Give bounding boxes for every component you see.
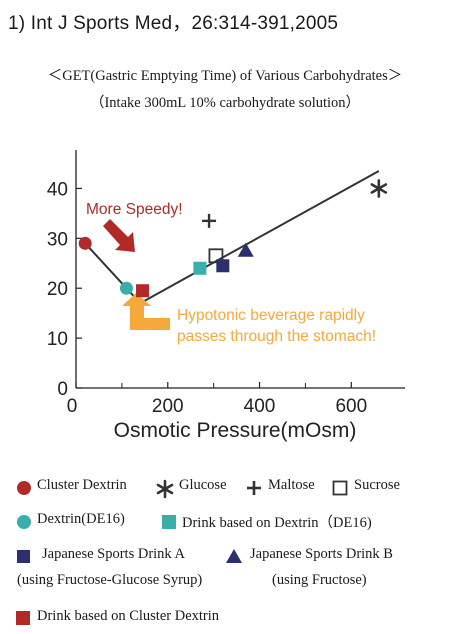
navy-square-icon [17,550,30,563]
legend-label: Cluster Dextrin [37,477,127,493]
data-point-asterisk [370,179,388,198]
y-tick-label: 0 [57,379,68,400]
legend-note: (using Fructose-Glucose Syrup) [17,572,203,588]
data-point-filled-square [193,261,207,275]
x-tick-label: 600 [335,396,367,417]
red-square-icon [16,611,30,625]
data-point-filled-square [136,284,150,298]
asterisk-icon [156,479,174,499]
plus-icon [247,481,261,495]
chart-title: ＜GET(Gastric Emptying Time) of Various C… [47,68,403,84]
teal-circle-icon [17,515,31,529]
legend-label: Drink based on Cluster Dextrin [37,608,220,624]
legend-label: Japanese Sports Drink A [42,546,185,562]
x-tick-label: 0 [67,396,78,417]
y-tick-label: 30 [47,229,68,250]
data-point-open-square [208,248,224,264]
data-point-plus [202,213,217,228]
citation: 1) Int J Sports Med，26:314-391,2005 [8,13,339,34]
chart-subtitle: （Intake 300mL 10% carbohydrate solution） [89,95,361,111]
legend-label: Maltose [268,477,315,493]
x-tick-label: 200 [152,396,184,417]
annotation-more-speedy: More Speedy! [86,201,183,218]
x-tick-label: 400 [244,396,276,417]
navy-triangle-icon [226,549,242,563]
legend-label: Japanese Sports Drink B [250,546,393,562]
legend-label: Sucrose [354,477,400,493]
open-square-icon [332,480,348,496]
speedy-arrow-icon [103,219,135,252]
annotation-hypotonic-line1: Hypotonic beverage rapidly [177,307,365,324]
x-axis-label: Osmotic Pressure(mOsm) [114,419,357,442]
data-point-filled-circle [119,281,133,295]
data-point-filled-square [216,259,230,273]
teal-square-icon [162,515,176,529]
annotation-hypotonic-line2: passes through the stomach! [177,328,376,345]
legend-label: Glucose [179,477,227,493]
y-tick-label: 20 [47,279,68,300]
y-tick-label: 40 [47,179,68,200]
data-point-filled-triangle [237,242,254,257]
data-point-filled-circle [78,236,92,250]
asterisk-stroke [370,183,388,194]
red-circle-icon [17,481,31,495]
hypotonic-arrow-icon [122,293,170,330]
legend-label: Drink based on Dextrin（DE16) [182,515,372,531]
legend-note: (using Fructose) [272,572,367,588]
legend-label: Dextrin(DE16) [37,511,125,527]
y-tick-label: 10 [47,329,68,350]
